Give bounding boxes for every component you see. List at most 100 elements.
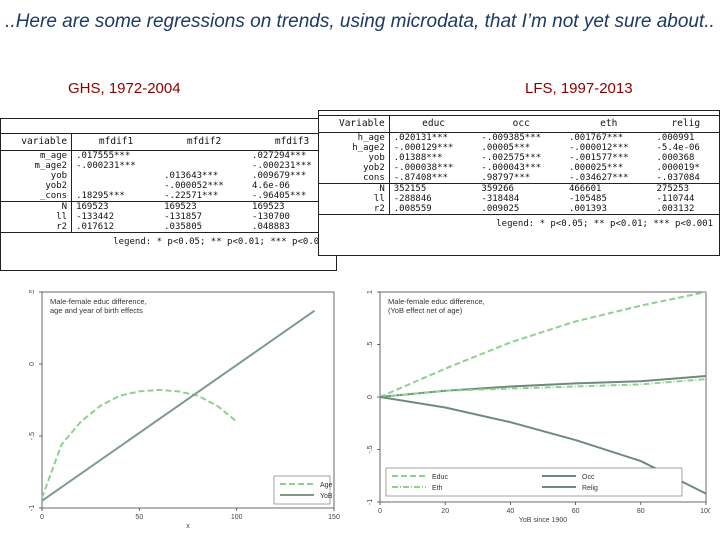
table-cell: -318484 (481, 194, 520, 204)
chart-title: Male-female educ difference, (50, 297, 147, 306)
legend-entry: Educ (432, 474, 448, 481)
row-label: yob (319, 153, 390, 163)
table-cell: -.034627*** (568, 173, 629, 183)
table-cell: .001393 (564, 204, 653, 215)
ghs-header-3: mfdif3 (248, 133, 336, 151)
table-cell: .009025 (477, 204, 565, 215)
table-cell: 466601 (564, 183, 653, 194)
lfs-label: LFS, 1997-2013 (525, 80, 633, 97)
x-tick-label: 0 (40, 514, 44, 521)
table-row: yob2 -.000052*** 4.6e-06 (1, 181, 336, 191)
chart-title: (YoB effect net of age) (388, 306, 463, 315)
table-cell: .009679*** (252, 171, 307, 181)
y-tick-label: -1 (29, 505, 36, 511)
lfs-header-4: relig (652, 115, 719, 133)
lfs-regression-table: Variable educ occ eth relig h_age .020131*** -… (318, 110, 720, 256)
legend-entry: Eth (432, 485, 443, 492)
table-row: _cons .18295*** -.22571*** -.96405*** (1, 191, 336, 202)
table-cell: -.96405*** (252, 191, 307, 201)
table-cell: -130700 (252, 212, 290, 222)
series-line-occ (379, 375, 707, 398)
table-row: r2.017612.035805.048883 (1, 222, 336, 233)
table-cell: 169523 (248, 201, 336, 212)
table-row: yob2 -.000038*** -.000043*** .000025*** .000… (319, 163, 719, 173)
lfs-header-3: eth (564, 115, 653, 133)
row-label: ll (319, 194, 390, 204)
table-cell: 169523 (71, 201, 161, 212)
lfs-header-2: occ (477, 115, 565, 133)
table-cell: -.000052*** (164, 181, 224, 191)
y-tick-label: 0 (29, 362, 36, 366)
legend-box (385, 467, 683, 497)
table-cell: -288846 (393, 194, 432, 204)
row-label: h_age (319, 132, 390, 143)
table-cell: -133442 (76, 212, 114, 222)
ghs-header-1: mfdif1 (71, 133, 161, 151)
y-tick-label: 1 (367, 290, 374, 294)
table-cell: -110744 (656, 194, 695, 204)
lfs-legend: legend: * p<0.05; ** p<0.01; *** p<0.001 (496, 219, 713, 229)
row-label: N (319, 183, 390, 194)
row-label: yob2 (1, 181, 73, 191)
series-line-age (41, 388, 238, 499)
row-label: cons (319, 173, 390, 184)
table-cell: -105485 (568, 194, 607, 204)
table-cell (160, 151, 248, 162)
row-label: m_age (1, 150, 73, 161)
row-label: _cons (1, 191, 73, 202)
table-cell (72, 171, 161, 181)
table-cell: -131857 (164, 212, 203, 222)
x-tick-label: 100 (700, 508, 710, 515)
legend-entry: YoB (320, 493, 333, 500)
x-tick-label: 0 (378, 508, 382, 515)
y-tick-label: .5 (29, 290, 36, 295)
ghs-header-2: mfdif2 (160, 133, 249, 151)
x-tick-label: 150 (328, 514, 340, 521)
row-label: N (1, 201, 73, 212)
row-label: r2 (319, 204, 390, 215)
y-tick-label: .5 (367, 341, 374, 347)
table-cell: 169523 (160, 201, 249, 212)
legend-entry: Age (320, 482, 333, 489)
table-cell: -.000231*** (252, 161, 312, 171)
table-cell (160, 161, 248, 171)
ghs-legend: legend: * p<0.05; ** p<0.01; *** p<0.001 (113, 237, 330, 247)
y-tick-label: -.5 (29, 432, 36, 440)
lfs-header-1: educ (389, 115, 478, 133)
table-row: m_age2 -.000231*** -.000231*** (1, 161, 336, 171)
y-tick-label: -1 (367, 499, 374, 505)
table-cell: -.87408*** (393, 173, 448, 183)
table-cell: .001767*** (568, 133, 624, 143)
table-cell: 275253 (652, 183, 719, 194)
table-row: cons -.87408*** .98797*** -.034627*** -.0370… (319, 173, 719, 184)
table-row: ll -288846 -318484 -105485 -110744 (319, 194, 719, 204)
age-yob-chart: -1 -.5 0 .5 0 50 100 150 x Male-female educ diffe… (29, 290, 340, 530)
table-row: N 352155 359266 466601 275253 (319, 183, 719, 194)
table-row: h_age .020131*** -.009385*** .001767*** .000… (319, 132, 719, 143)
table-row: h_age2 -.000129*** .00005*** -.000012*** -5.… (319, 143, 719, 153)
row-label: yob2 (319, 163, 390, 173)
table-cell: -.000231*** (76, 161, 136, 171)
table-cell (72, 181, 161, 191)
x-axis-label: YoB since 1900 (519, 517, 567, 524)
x-tick-label: 40 (507, 508, 515, 515)
table-cell: .017555*** (76, 151, 131, 161)
ghs-label: GHS, 1972-2004 (68, 80, 181, 97)
row-label: h_age2 (319, 143, 390, 153)
table-cell: 352155 (389, 183, 478, 194)
table-cell: -.037084 (656, 173, 700, 183)
chart-title: Male-female educ difference, (388, 297, 485, 306)
table-cell: -5.4e-06 (656, 143, 700, 153)
x-tick-label: 100 (231, 514, 243, 521)
table-cell: .000025*** (568, 163, 624, 173)
legend-box (273, 475, 331, 505)
x-tick-label: 80 (637, 508, 645, 515)
slide-title: ..Here are some regressions on trends, u… (5, 11, 715, 32)
table-cell: .048883 (248, 222, 336, 233)
table-cell: .98797*** (481, 173, 531, 183)
table-cell: -.009385*** (481, 133, 542, 143)
table-cell: .000368 (656, 153, 695, 163)
row-label: r2 (1, 222, 73, 233)
ghs-header-0: variable (1, 133, 73, 151)
table-cell: .000991 (656, 133, 695, 143)
